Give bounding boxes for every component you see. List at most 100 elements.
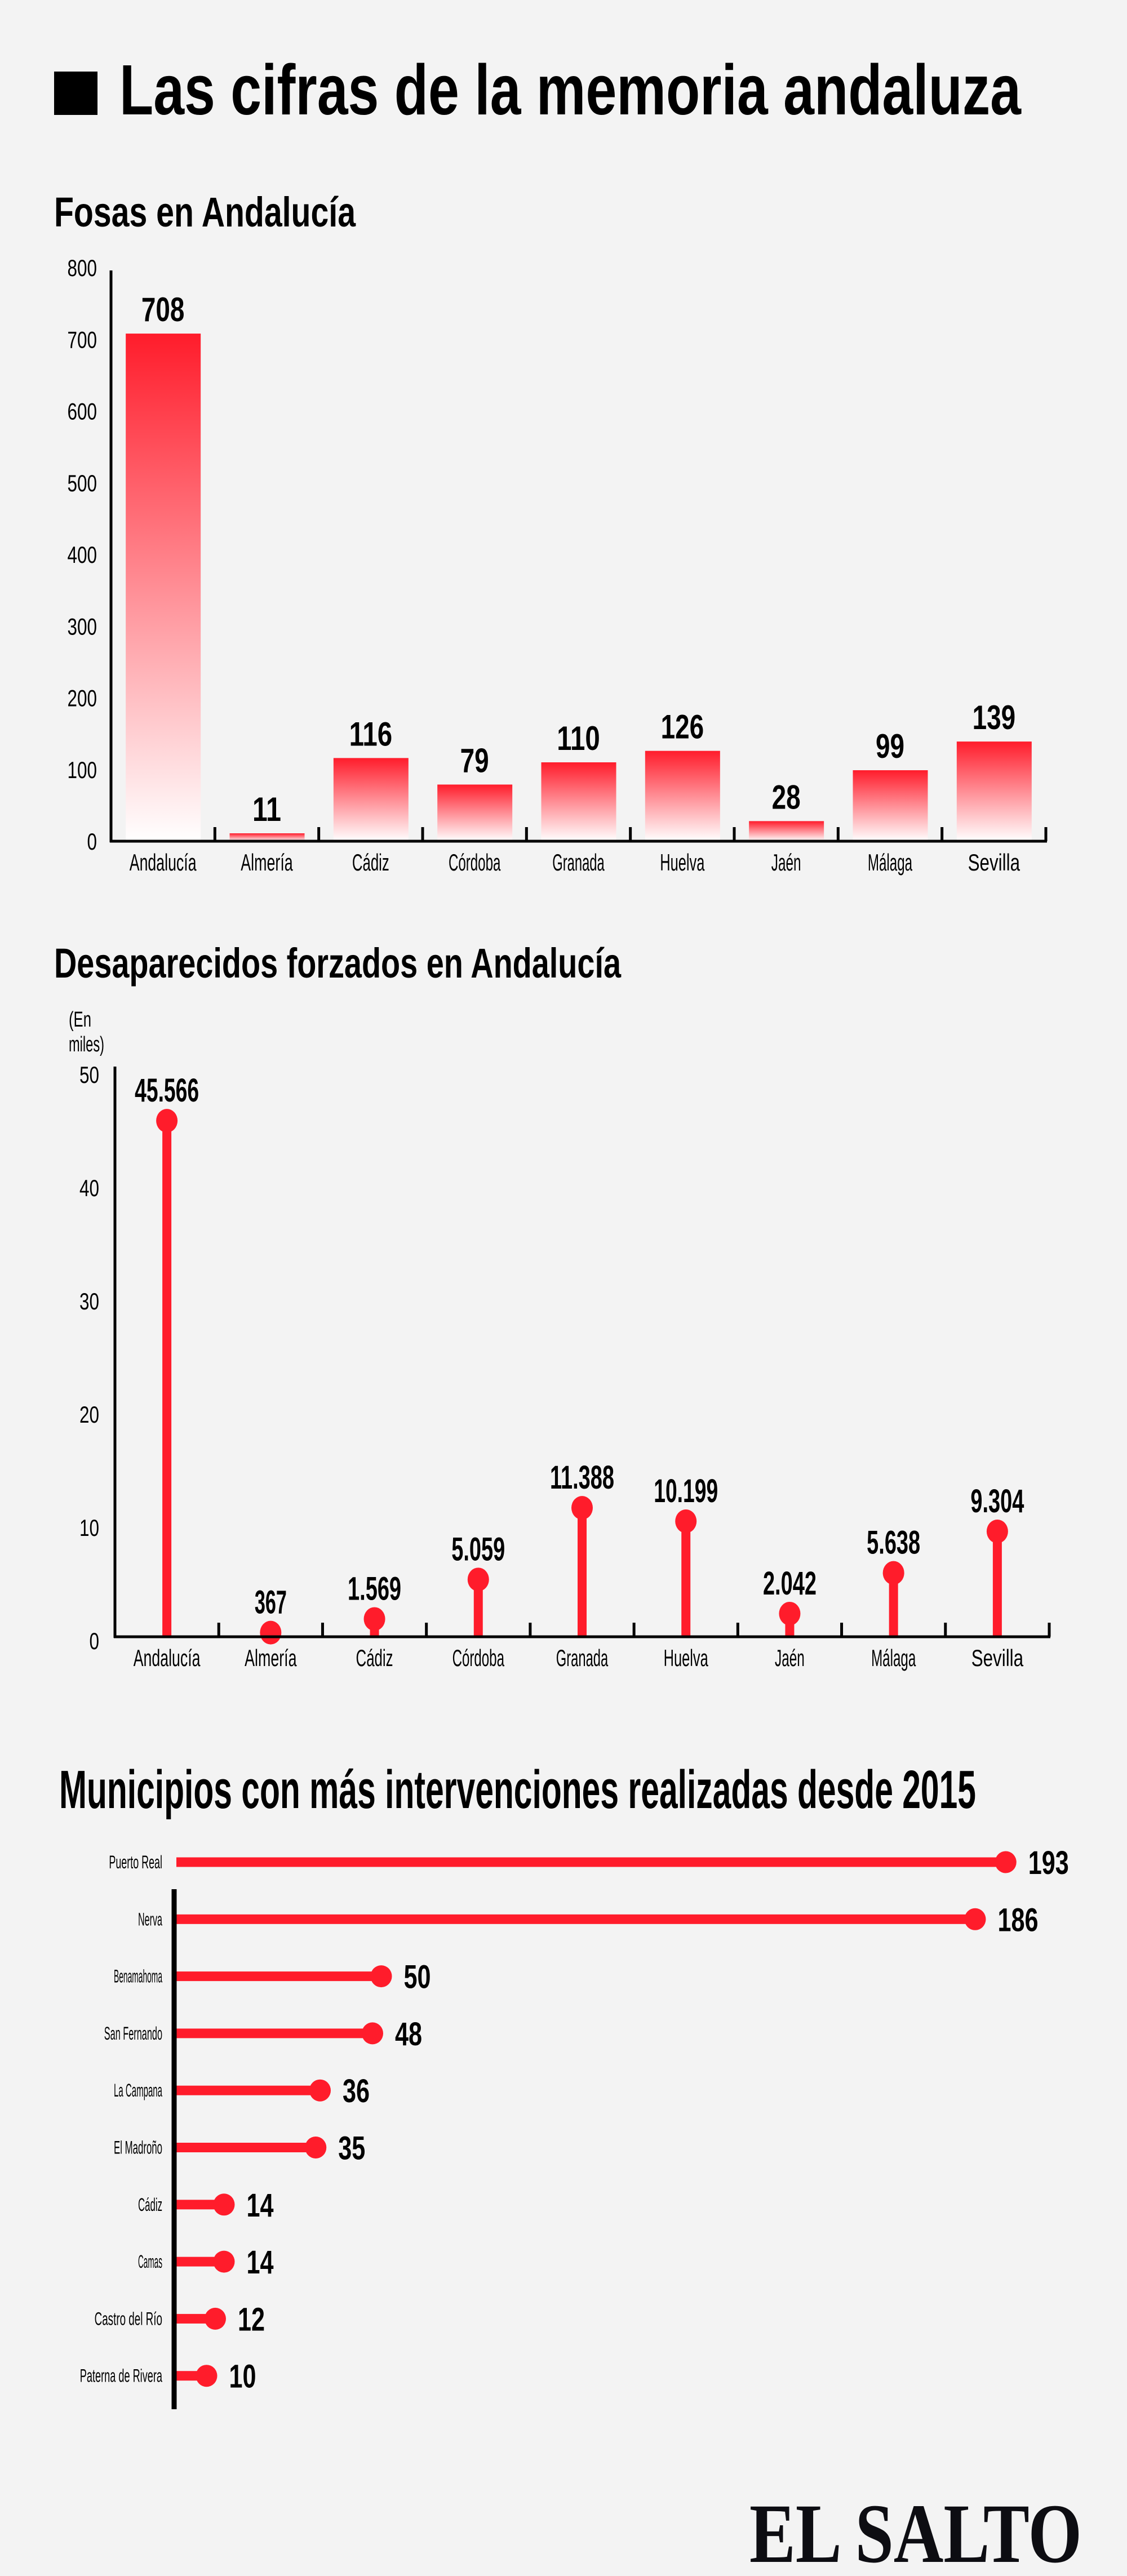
data-label: 36 [343, 2073, 370, 2109]
bar [749, 821, 824, 841]
data-label: 193 [1028, 1845, 1069, 1881]
data-label: 10 [229, 2359, 256, 2395]
unit-note-line2: miles) [69, 1033, 104, 1056]
x-tick-label: Cádiz [356, 1645, 393, 1671]
x-tick-label: Jaén [771, 849, 801, 876]
lollipop-dot [213, 2250, 235, 2273]
x-tick-label: Granada [556, 1645, 609, 1671]
data-label: 11 [252, 790, 281, 828]
lollipop-dot [362, 2022, 383, 2045]
data-label: 9.304 [970, 1483, 1024, 1520]
x-tick-label: Huelva [664, 1645, 709, 1671]
lollipop-dot [260, 1620, 282, 1645]
y-tick-label: 0 [90, 1628, 100, 1654]
labels-desaparecidos: 45.566 Andalucía 367 Almería 1.569 Cádiz 5.059… [134, 1072, 1024, 1671]
rows-municipios: 193 Puerto Real 186 Nerva 50 Benamahoma 48 San … [80, 1845, 1069, 2395]
x-tick-label: Almería [245, 1645, 297, 1671]
data-label: 186 [998, 1902, 1039, 1938]
bar [437, 784, 513, 841]
y-tick-label: 10 [79, 1514, 99, 1541]
data-label: 50 [404, 1959, 431, 1996]
lollipop-dot [213, 2193, 235, 2216]
data-label: 5.059 [451, 1531, 505, 1567]
lollipop-dot [205, 2307, 226, 2330]
lollipop-bar [176, 2085, 320, 2095]
y-tick-label: Cádiz [138, 2195, 162, 2215]
data-label: 99 [876, 727, 904, 765]
x-tick-label: Granada [552, 849, 605, 876]
data-label: 367 [255, 1584, 287, 1621]
data-label: 48 [395, 2016, 422, 2053]
unit-note-line1: (En [69, 1008, 91, 1032]
lollipop-dot [779, 1601, 801, 1625]
el-salto-logo: EL SALTO [749, 2487, 1082, 2576]
y-tick-label: 700 [68, 326, 97, 353]
bar [541, 762, 616, 841]
bars-fosas [126, 334, 1032, 841]
data-label: 45.566 [135, 1072, 199, 1109]
y-tick-label: San Fernando [104, 2023, 162, 2044]
lollipop-dot [571, 1496, 593, 1520]
lollipop-dot [370, 1965, 392, 1988]
y-tick-label: 0 [87, 828, 97, 855]
lollipop-stem [162, 1121, 172, 1637]
page-title: Las cifras de la memoria andaluza [119, 50, 1022, 130]
y-tick-label: Nerva [138, 1909, 162, 1929]
data-label: 1.569 [348, 1570, 401, 1607]
lollipop-bar [176, 2200, 224, 2210]
lollipop-dot [675, 1509, 697, 1533]
lollipop-stem [681, 1521, 691, 1637]
chart-fosas: Fosas en Andalucía 0 100 200 300 400 500 600 70… [54, 189, 1048, 876]
y-tick-label: 600 [68, 398, 97, 425]
lollipop-stem [992, 1531, 1002, 1637]
x-tick-label: Jaén [775, 1645, 805, 1671]
lollipop-stem [889, 1573, 898, 1637]
y-tick-label: 50 [79, 1062, 99, 1088]
x-tick-label: Sevilla [971, 1645, 1024, 1671]
x-ticks-fosas [213, 827, 1048, 841]
lollipop-stem [578, 1508, 587, 1637]
square-bullet-icon [54, 72, 97, 115]
lollipop-dot [986, 1519, 1008, 1543]
lollipop-dot [467, 1567, 489, 1592]
lollipop-dot [964, 1908, 986, 1930]
lollipop-bar [176, 1857, 1006, 1867]
lollipop-dot [363, 1607, 385, 1631]
bar [333, 758, 409, 841]
x-tick-label: Andalucía [130, 849, 197, 876]
y-tick-label: Castro del Río [95, 2308, 162, 2329]
x-tick-label: Córdoba [452, 1645, 505, 1671]
y-tick-label: Paterna de Rivera [80, 2366, 162, 2386]
x-tick-label: Andalucía [134, 1645, 201, 1671]
bar [645, 750, 720, 841]
y-tick-label: 500 [68, 470, 97, 496]
lollipop-dot [196, 2365, 218, 2387]
data-label: 2.042 [763, 1565, 817, 1602]
y-tick-label: Puerto Real [109, 1852, 162, 1872]
lollipops-desaparecidos [156, 1109, 1008, 1645]
data-label: 35 [338, 2130, 365, 2167]
y-tick-label: 400 [68, 541, 97, 568]
lollipop-dot [309, 2079, 331, 2102]
y-ticks-fosas: 0 100 200 300 400 500 600 700 800 [68, 255, 97, 855]
y-ticks-desaparecidos: 0 10 20 30 40 50 [79, 1062, 99, 1654]
y-tick-label: Camas [138, 2251, 162, 2272]
y-tick-label: 800 [68, 255, 97, 281]
lollipop-bar [176, 2028, 372, 2038]
y-tick-label: 100 [68, 757, 97, 783]
data-label: 12 [238, 2301, 265, 2338]
data-label: 10.199 [654, 1473, 718, 1509]
y-tick-label: El Madroño [114, 2138, 162, 2158]
x-tick-label: Málaga [868, 849, 913, 876]
x-tick-label: Huelva [660, 849, 705, 876]
lollipop-bar [176, 1971, 381, 1982]
data-label: 5.638 [867, 1525, 920, 1561]
y-tick-label: 40 [79, 1175, 99, 1201]
y-tick-label: 30 [79, 1288, 99, 1314]
chart-desaparecidos: Desaparecidos forzados en Andalucía (En … [54, 940, 1051, 1671]
lollipop-dot [305, 2137, 327, 2158]
bar [126, 334, 201, 841]
lollipop-dot [995, 1851, 1017, 1873]
data-label: 139 [973, 699, 1016, 736]
